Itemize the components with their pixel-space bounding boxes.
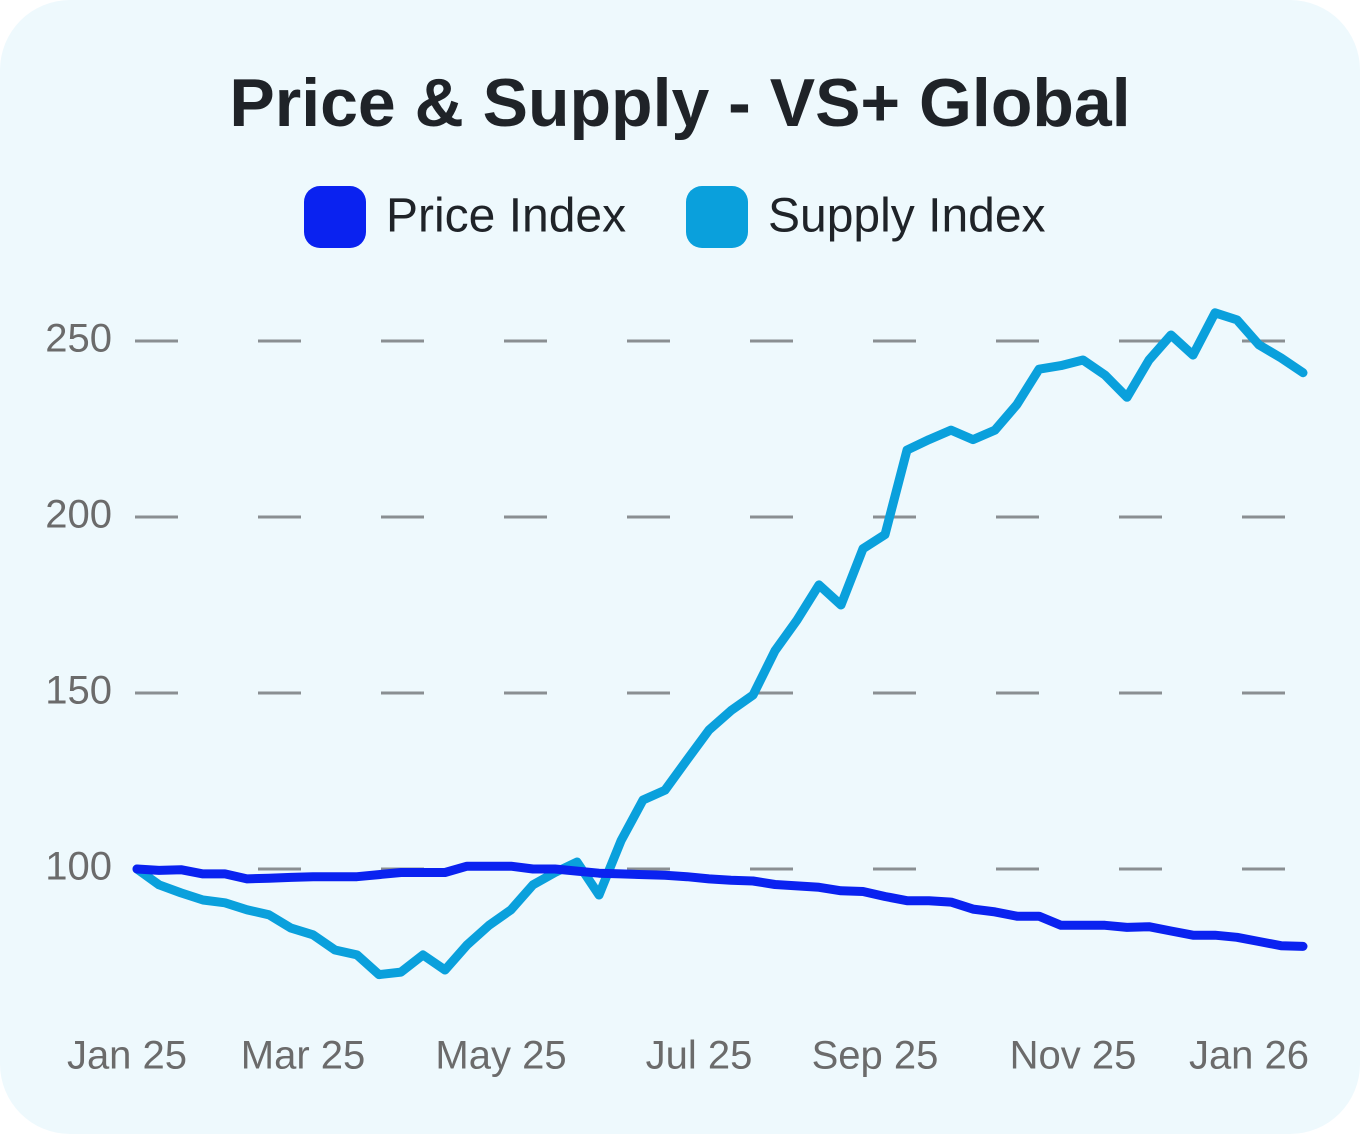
y-tick-label: 200	[45, 493, 112, 537]
series-line	[132, 308, 1308, 980]
x-tick-label: May 25	[435, 1034, 566, 1078]
legend-swatch	[304, 186, 366, 248]
x-tick-label: Jan 25	[67, 1034, 187, 1078]
x-tick-label: Jan 26	[1189, 1034, 1309, 1078]
legend-label: Supply Index	[768, 190, 1046, 243]
x-tick-label: Sep 25	[812, 1034, 939, 1078]
y-tick-label: 150	[45, 669, 112, 713]
series-line	[132, 861, 1308, 951]
chart-title: Price & Supply - VS+ Global	[229, 65, 1130, 141]
x-tick-label: Nov 25	[1010, 1034, 1137, 1078]
legend-label: Price Index	[386, 190, 626, 243]
legend-swatch	[686, 186, 748, 248]
y-tick-label: 250	[45, 317, 112, 361]
x-tick-label: Mar 25	[241, 1034, 366, 1078]
x-tick-label: Jul 25	[646, 1034, 753, 1078]
y-tick-label: 100	[45, 845, 112, 889]
